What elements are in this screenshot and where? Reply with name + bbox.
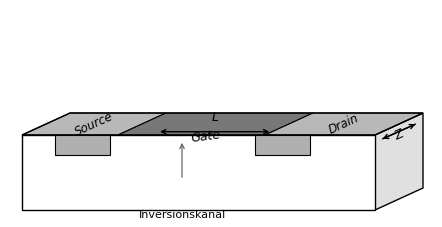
- Text: $Z$: $Z$: [392, 127, 408, 143]
- Text: $L$: $L$: [210, 111, 219, 124]
- Polygon shape: [55, 135, 110, 155]
- Polygon shape: [375, 113, 423, 210]
- Polygon shape: [22, 113, 166, 135]
- Text: Gate: Gate: [190, 128, 221, 145]
- Polygon shape: [255, 135, 310, 155]
- Polygon shape: [118, 113, 313, 135]
- Polygon shape: [265, 113, 423, 135]
- Polygon shape: [22, 135, 375, 210]
- Text: Source: Source: [73, 110, 115, 138]
- Text: Drain: Drain: [327, 111, 361, 137]
- Text: Inversionskanal: Inversionskanal: [138, 210, 225, 220]
